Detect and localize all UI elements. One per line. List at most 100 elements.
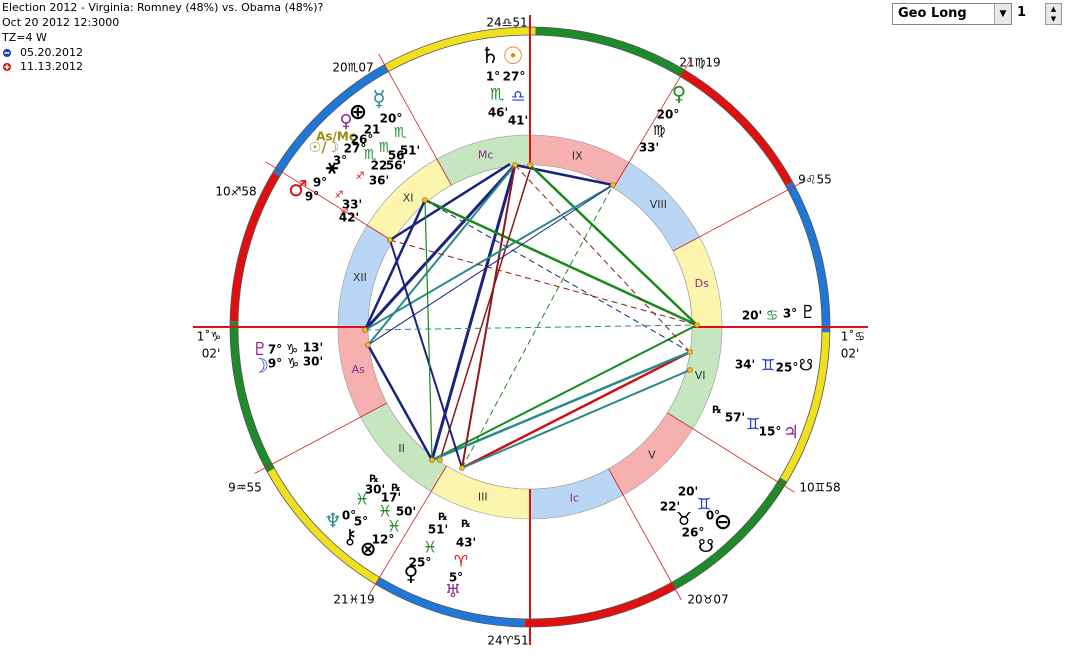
planet-label: ♊ bbox=[746, 415, 760, 434]
planet-label: ℞ bbox=[462, 519, 471, 530]
planet-label: 3° bbox=[783, 307, 797, 321]
planet-label: 25° bbox=[409, 556, 432, 570]
aspect-point bbox=[694, 322, 700, 328]
sign-band bbox=[267, 468, 380, 585]
cusp-line bbox=[672, 180, 806, 252]
planet-label: ℞ bbox=[713, 405, 722, 416]
planet-label: 21 bbox=[364, 123, 381, 137]
planet-label: ☋ bbox=[698, 536, 714, 557]
legend-label: 05.20.2012 bbox=[20, 46, 83, 59]
datetime: Oct 20 2012 12:3000 bbox=[2, 16, 119, 29]
cusp-label: 20♉07 bbox=[687, 593, 728, 607]
planet-label: ♀ bbox=[339, 111, 352, 132]
cusp-line bbox=[378, 53, 452, 186]
planet-label: ♏ bbox=[364, 147, 377, 163]
legend-icon bbox=[4, 64, 10, 70]
cusp-label: 20♏07 bbox=[332, 61, 373, 75]
sign-band bbox=[384, 27, 536, 72]
sign-band bbox=[524, 582, 676, 627]
aspect-point bbox=[429, 457, 435, 463]
aspect-point bbox=[365, 342, 371, 348]
planet-label: ♉ bbox=[676, 509, 692, 530]
planet-label: 30' bbox=[365, 483, 385, 497]
cusp-label: 1˚♋ bbox=[841, 329, 865, 344]
aspect-lines bbox=[363, 162, 698, 470]
aspect-point bbox=[387, 237, 393, 243]
planet-label: ♐ bbox=[335, 190, 344, 201]
planet-label: 26° bbox=[682, 526, 705, 540]
planet-label: ♂ bbox=[288, 177, 308, 202]
planet-label: ℞ bbox=[370, 474, 379, 485]
house-label: Ic bbox=[570, 491, 579, 504]
planet-label: 5° bbox=[449, 571, 463, 585]
house-label: VI bbox=[695, 369, 706, 382]
aspect-point bbox=[422, 197, 428, 203]
planet-label: 56' bbox=[386, 159, 406, 173]
planet-label: 33' bbox=[639, 141, 659, 155]
planet-label: ⊕ bbox=[349, 100, 367, 125]
spinner-input[interactable]: 1 bbox=[1014, 3, 1044, 23]
cusp-label: 21♓19 bbox=[333, 593, 374, 607]
sign-band bbox=[272, 64, 389, 177]
cusp-line bbox=[667, 412, 795, 493]
sign-band bbox=[785, 181, 830, 333]
planet-label: ☽ bbox=[251, 354, 269, 378]
cusp-label: 21♍19 bbox=[679, 56, 720, 70]
planet-label: 17' bbox=[381, 491, 401, 505]
cusp-label: 02' bbox=[841, 347, 860, 361]
planet-label: 26° bbox=[351, 133, 374, 147]
planet-label: 34' bbox=[735, 358, 755, 372]
planet-label: ♈ bbox=[454, 552, 468, 571]
planet-label: ♊ bbox=[697, 495, 711, 514]
planet-label: 33' bbox=[342, 198, 362, 212]
planet-label: 1° bbox=[486, 70, 500, 84]
planet-label: ♀ bbox=[404, 562, 419, 586]
dropdown-value: Geo Long bbox=[898, 6, 967, 21]
planet-label: 27° bbox=[503, 70, 526, 84]
house-label: V bbox=[648, 448, 656, 461]
planet-label: ⚷ bbox=[343, 525, 358, 549]
planet-label: 51' bbox=[428, 523, 448, 537]
planet-label: 42' bbox=[339, 211, 359, 225]
timezone: TZ=4 W bbox=[1, 31, 47, 44]
planet-label: ♍ bbox=[653, 123, 666, 139]
house-label: XI bbox=[403, 192, 414, 205]
planet-label: ♋ bbox=[766, 308, 779, 324]
cusp-line bbox=[368, 465, 447, 595]
planet-label: 9° bbox=[313, 176, 327, 190]
planet-label: 20' bbox=[678, 485, 698, 499]
cusp-label: 24♈51 bbox=[487, 634, 528, 648]
spinner-buttons[interactable]: ▲ ▼ bbox=[1045, 3, 1062, 25]
house-label: III bbox=[478, 491, 488, 504]
house-label: Ds bbox=[695, 277, 709, 290]
planet-label: ☿ bbox=[372, 87, 386, 112]
sign-band bbox=[535, 27, 685, 77]
aspect-point bbox=[687, 367, 693, 373]
planet-label: ☋ bbox=[799, 356, 813, 375]
planet-label: 41' bbox=[508, 114, 528, 128]
planet-label: 36' bbox=[369, 174, 389, 188]
planet-label: ♀ bbox=[672, 82, 687, 106]
planet-label: ♓ bbox=[387, 517, 401, 536]
planet-label: ♐ bbox=[340, 207, 349, 218]
cusp-line bbox=[265, 161, 393, 242]
house-label: As bbox=[352, 363, 366, 376]
planet-label: ♓ bbox=[355, 490, 369, 509]
cusp-label: 10♐58 bbox=[215, 185, 256, 199]
sign-band bbox=[671, 477, 788, 590]
planet-label: ♓ bbox=[378, 502, 392, 521]
planet-label: ℞ bbox=[439, 512, 448, 523]
planet-label: 46' bbox=[488, 106, 508, 120]
house-label: II bbox=[398, 442, 405, 455]
dropdown-arrow[interactable]: ▼ bbox=[994, 4, 1011, 24]
spinner-value: 1 bbox=[1017, 5, 1027, 20]
planet-label: 43' bbox=[456, 536, 476, 550]
planet-label: ℞ bbox=[392, 483, 401, 494]
house-label: XII bbox=[353, 271, 367, 284]
planet-label: ♏ bbox=[490, 85, 504, 104]
planet-label: 7° bbox=[268, 343, 282, 357]
cusp-label: 9♌55 bbox=[798, 173, 832, 187]
dropdown[interactable]: Geo Long ▼ bbox=[892, 3, 1012, 25]
planet-label: ⚹ bbox=[326, 155, 338, 179]
planet-label: 20' bbox=[742, 309, 762, 323]
